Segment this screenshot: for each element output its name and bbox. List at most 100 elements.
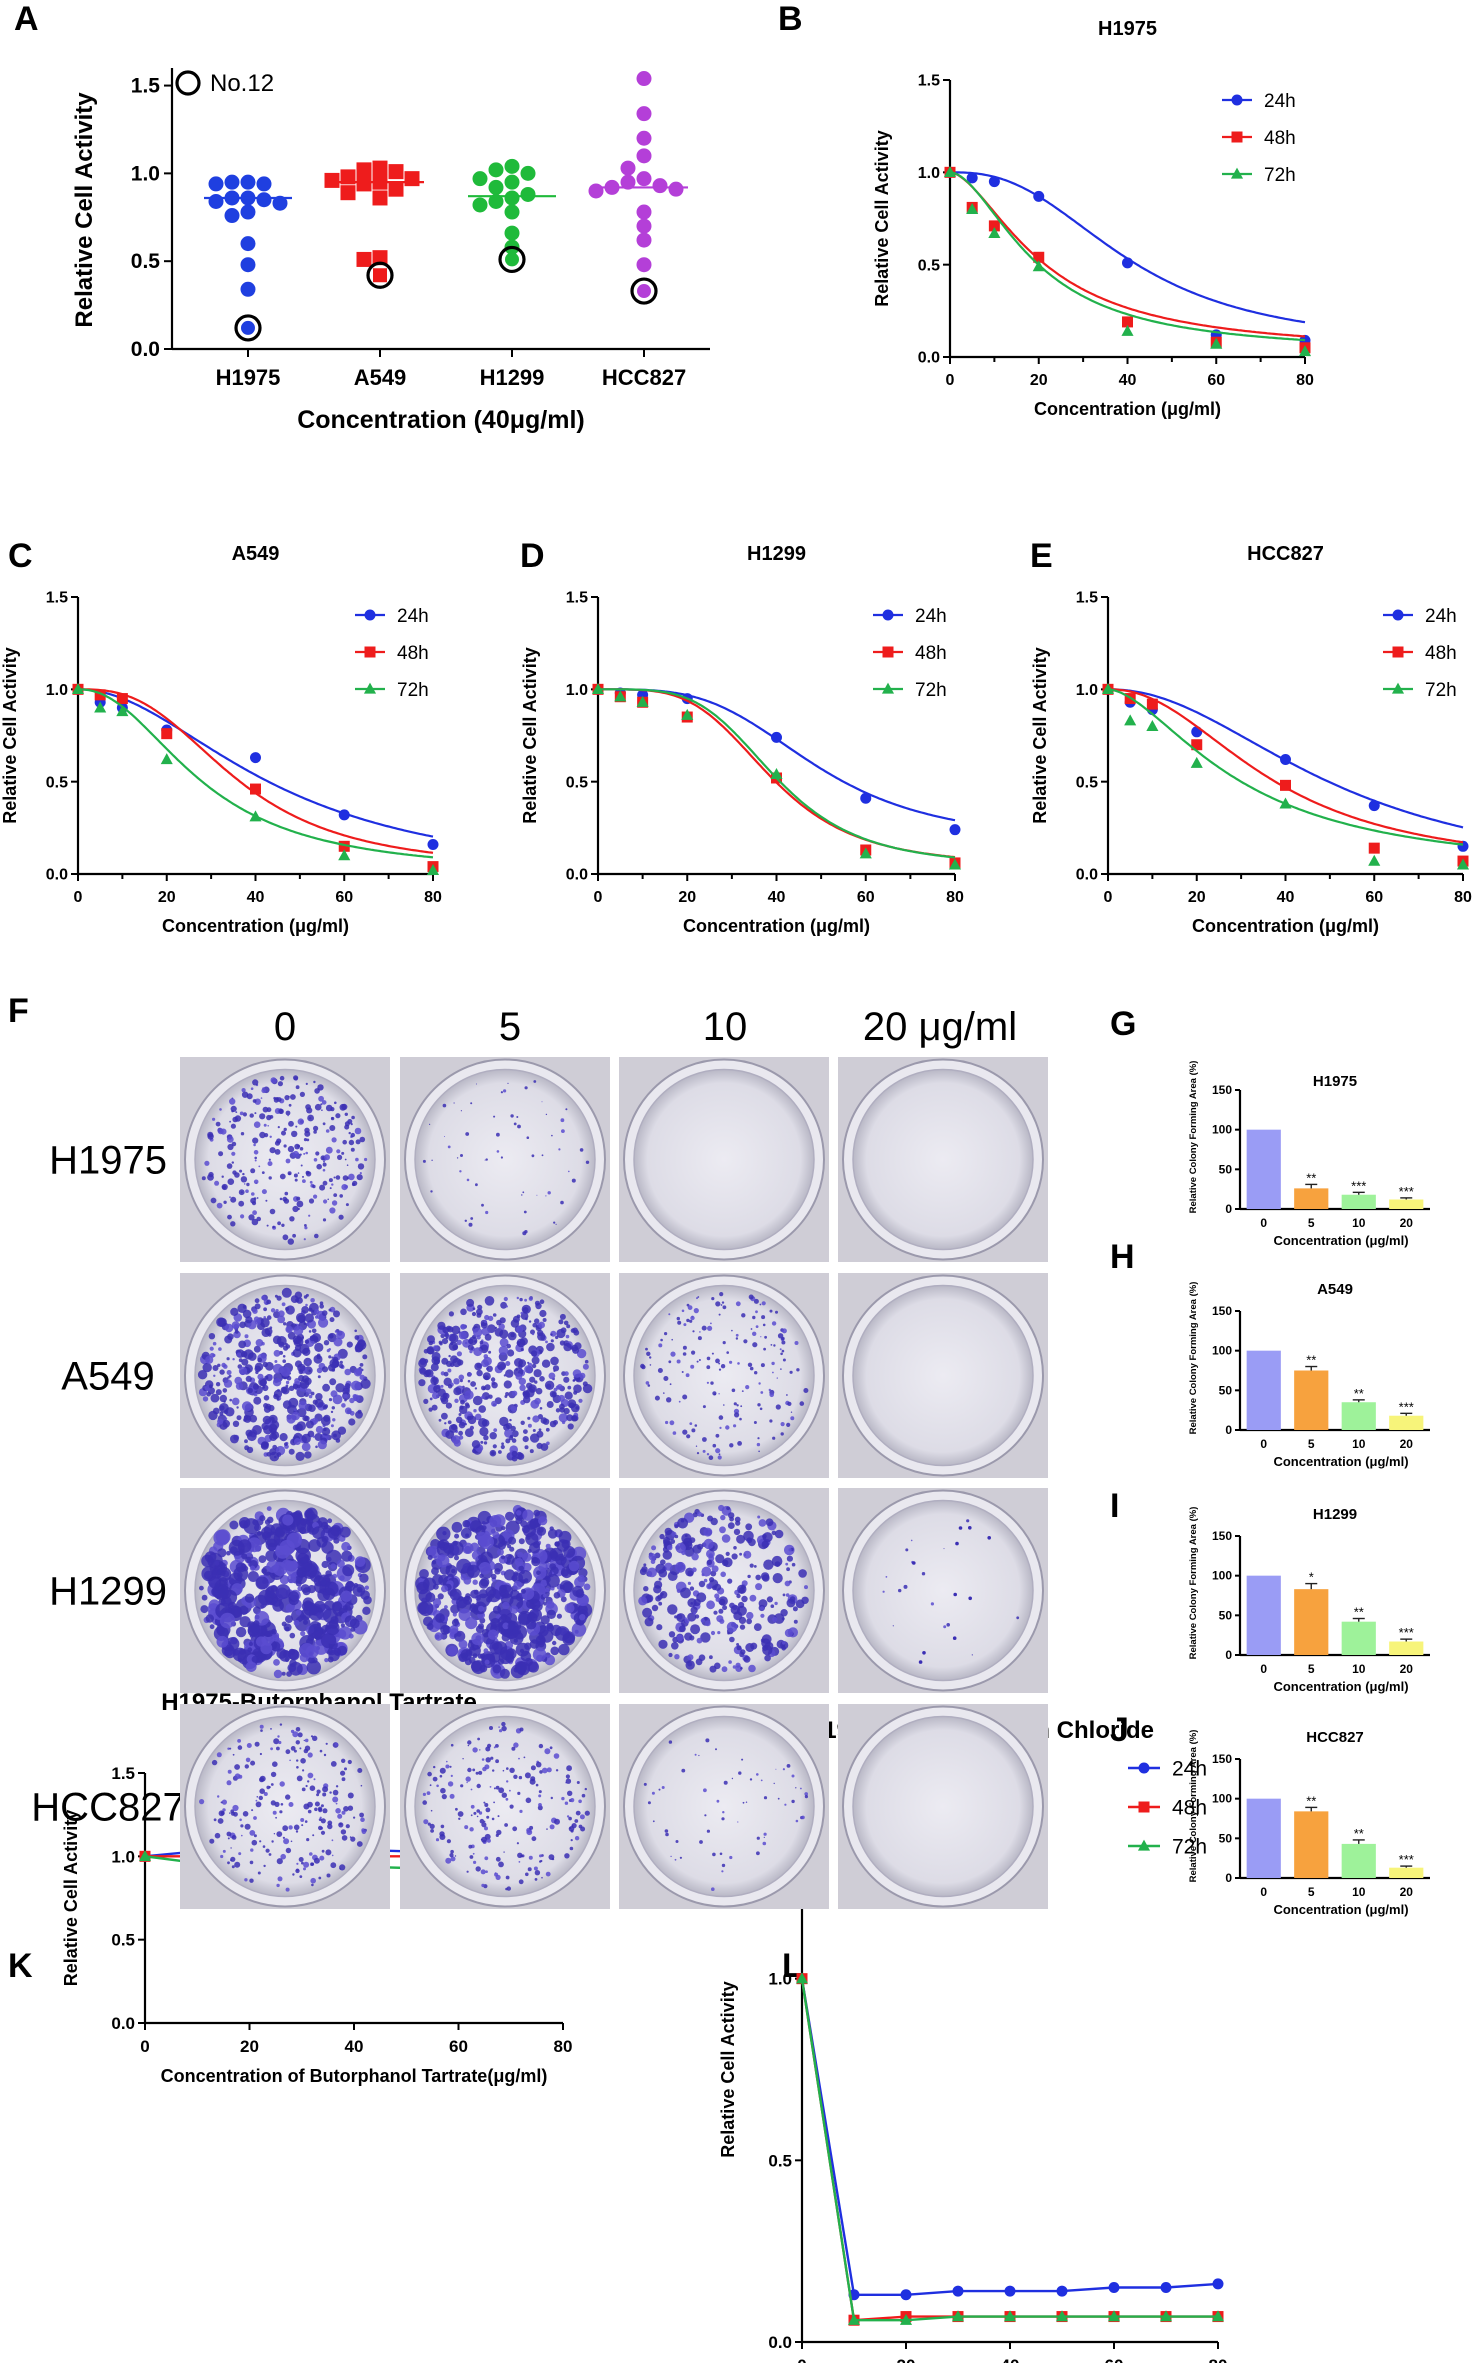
column-label-3: 20 μg/ml: [863, 1005, 1017, 1049]
colony: [359, 1136, 366, 1143]
colony: [564, 1391, 573, 1400]
colony: [435, 1613, 445, 1623]
colony: [481, 1395, 485, 1400]
colony: [706, 1559, 713, 1566]
colony: [559, 1340, 566, 1346]
colony: [524, 1445, 529, 1450]
colony: [493, 1115, 496, 1118]
significance-label: **: [1354, 1605, 1364, 1620]
colony: [464, 1219, 467, 1223]
colony: [721, 1863, 726, 1868]
y-tick-label: 0.0: [46, 867, 68, 884]
legend-label-72h: 72h: [915, 680, 947, 701]
colony: [208, 1333, 216, 1340]
colony: [697, 1511, 702, 1517]
colony: [231, 1835, 237, 1840]
colony: [740, 1405, 743, 1408]
colony: [664, 1829, 669, 1833]
colony: [668, 1631, 676, 1638]
colony: [288, 1591, 299, 1602]
colony: [246, 1743, 252, 1748]
colony: [357, 1768, 363, 1773]
colony: [235, 1111, 238, 1113]
colony: [757, 1403, 761, 1407]
colony: [732, 1665, 737, 1669]
colony: [506, 1780, 509, 1783]
colony: [671, 1642, 679, 1650]
y-axis-label: Relative Cell Activity: [0, 647, 20, 823]
colony: [252, 1210, 257, 1216]
colony: [547, 1624, 554, 1632]
colony: [293, 1173, 298, 1178]
colony: [259, 1724, 264, 1729]
colony: [556, 1613, 563, 1619]
legend-label-24h: 24h: [1172, 1758, 1207, 1781]
data-point: [224, 174, 240, 190]
colony: [266, 1299, 272, 1305]
colony: [330, 1424, 334, 1428]
data-point: [1124, 714, 1137, 726]
colony: [643, 1586, 649, 1592]
colony: [360, 1378, 371, 1389]
colony: [662, 1550, 672, 1560]
colony: [335, 1802, 338, 1805]
colony: [207, 1133, 214, 1140]
colony: [709, 1655, 713, 1660]
colony: [472, 1395, 483, 1406]
colony: [752, 1315, 756, 1320]
colony: [306, 1838, 310, 1842]
colony: [246, 1182, 250, 1187]
colony: [302, 1571, 307, 1576]
colony: [715, 1301, 721, 1307]
colony: [340, 1590, 353, 1602]
highlight-point: [505, 252, 519, 267]
colony: [749, 1366, 754, 1371]
colony: [422, 1577, 437, 1591]
colony: [277, 1221, 281, 1226]
colony: [666, 1544, 673, 1551]
colony: [289, 1216, 295, 1222]
colony: [328, 1308, 332, 1312]
colony: [212, 1341, 217, 1346]
data-point: [1056, 2285, 1068, 2297]
colony: [905, 1548, 909, 1552]
colony: [524, 1772, 531, 1779]
colony: [481, 1822, 487, 1828]
y-tick-label: 0.5: [131, 250, 161, 273]
colony: [702, 1449, 706, 1453]
colony: [472, 1852, 475, 1855]
colony: [560, 1200, 564, 1205]
colony: [274, 1526, 285, 1537]
colony: [440, 1333, 445, 1339]
colony: [348, 1139, 355, 1146]
x-tick-label: 40: [1001, 2356, 1020, 2363]
colony: [721, 1666, 728, 1673]
data-point: [249, 810, 262, 822]
colony: [575, 1810, 581, 1816]
colony: [444, 1136, 445, 1137]
colony: [426, 1791, 431, 1795]
colony: [307, 1114, 314, 1122]
x-tick-label: 40: [1277, 889, 1295, 906]
colony: [229, 1098, 236, 1105]
colony: [687, 1581, 692, 1585]
colony: [524, 1298, 527, 1302]
colony: [748, 1664, 756, 1673]
colony: [350, 1132, 355, 1138]
colony: [418, 1601, 434, 1617]
colony: [242, 1172, 245, 1176]
colony: [512, 1826, 518, 1832]
colony: [244, 1823, 251, 1830]
colony: [319, 1301, 324, 1305]
colony: [481, 1883, 485, 1888]
colony: [752, 1331, 757, 1337]
colony: [270, 1728, 272, 1730]
colony: [444, 1605, 448, 1609]
colony: [285, 1615, 293, 1624]
colony: [344, 1383, 351, 1389]
colony: [209, 1346, 214, 1351]
colony: [251, 1839, 258, 1846]
colony: [239, 1616, 251, 1628]
colony: [450, 1849, 454, 1854]
colony: [469, 1855, 474, 1859]
